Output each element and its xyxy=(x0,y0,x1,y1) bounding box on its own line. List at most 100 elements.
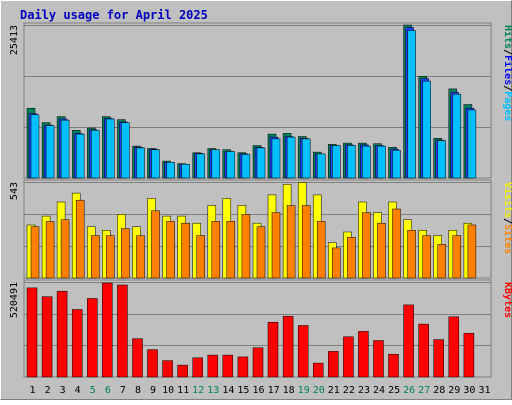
bar-middle-sites-day-5 xyxy=(91,235,100,279)
x-tick-label: 28 xyxy=(433,385,445,396)
bar-middle-sites-day-17 xyxy=(271,212,281,279)
bar-top-pages-day-27 xyxy=(422,80,431,179)
x-tick-label: 4 xyxy=(75,385,81,396)
bar-middle-sites-day-4 xyxy=(75,199,85,279)
x-tick-label: 22 xyxy=(343,385,355,396)
bar-middle-sites-day-27 xyxy=(422,235,431,279)
bar-top-pages-day-18 xyxy=(286,136,296,179)
bar-bottom-kbytes-day-4 xyxy=(71,309,83,378)
bar-middle-sites-day-21 xyxy=(332,247,341,279)
x-tick-label: 10 xyxy=(162,385,174,396)
bar-top-pages-day-30 xyxy=(467,109,477,179)
bar-middle-sites-day-14 xyxy=(226,221,236,279)
bar-top-pages-day-23 xyxy=(362,145,371,179)
bar-bottom-kbytes-day-6 xyxy=(102,282,113,378)
bar-bottom-kbytes-day-15 xyxy=(237,356,249,378)
bar-top-pages-day-13 xyxy=(211,149,221,179)
bar-bottom-kbytes-day-20 xyxy=(312,362,324,378)
x-tick-label: 23 xyxy=(358,385,370,396)
x-tick-label: 6 xyxy=(105,385,111,396)
panel-max-label: 520491 xyxy=(9,282,20,318)
x-tick-label: 1 xyxy=(29,385,35,396)
bar-middle-sites-day-15 xyxy=(241,214,251,279)
x-tick-label: 19 xyxy=(298,385,310,396)
bar-middle-sites-day-25 xyxy=(392,208,401,279)
bar-middle-sites-day-29 xyxy=(452,235,462,279)
bar-bottom-kbytes-day-5 xyxy=(87,298,98,378)
bar-bottom-kbytes-day-29 xyxy=(448,316,460,378)
bar-top-pages-day-21 xyxy=(332,145,341,179)
panel-max-label: 543 xyxy=(9,182,20,200)
x-tick-label: 30 xyxy=(463,385,475,396)
x-tick-label: 25 xyxy=(388,385,400,396)
bar-middle-sites-day-13 xyxy=(211,221,221,279)
bar-middle-sites-day-26 xyxy=(407,230,416,279)
x-tick-label: 24 xyxy=(373,385,385,396)
legend-item: / xyxy=(502,218,512,224)
legend-item: Files xyxy=(502,55,512,85)
bar-top-pages-day-10 xyxy=(166,162,175,179)
bar-middle-sites-day-22 xyxy=(347,237,356,279)
bar-bottom-kbytes-day-22 xyxy=(343,336,354,378)
bar-bottom-kbytes-day-19 xyxy=(297,325,309,378)
bar-top-pages-day-25 xyxy=(392,150,401,179)
bar-bottom-kbytes-day-24 xyxy=(373,340,384,378)
bar-top-pages-day-6 xyxy=(106,118,115,179)
x-tick-label: 20 xyxy=(313,385,325,396)
legend-item: / xyxy=(502,49,512,55)
bar-middle-sites-day-1 xyxy=(30,226,40,279)
x-tick-label: 7 xyxy=(120,385,126,396)
bar-top-pages-day-19 xyxy=(301,138,311,179)
bar-bottom-kbytes-day-30 xyxy=(463,332,475,378)
bar-top-pages-day-7 xyxy=(121,122,130,179)
panel-legend: Hits/Files/Pages xyxy=(502,25,512,121)
legend-item: Sites xyxy=(502,224,512,254)
x-axis-labels: 1 2 3 4 5 6 7 8 9 10 11 12 13 14 15 16 17 18 19 20 21 22 23 24 2… xyxy=(29,385,490,396)
x-tick-label: 18 xyxy=(283,385,295,396)
bar-top-pages-day-20 xyxy=(316,153,326,179)
bar-top-pages-day-22 xyxy=(347,145,356,179)
chart-title: Daily usage for April 2025 xyxy=(20,8,208,22)
bar-top-pages-day-29 xyxy=(452,94,462,179)
bar-middle-sites-day-2 xyxy=(45,221,55,279)
bar-top-pages-day-15 xyxy=(241,154,251,179)
x-tick-label: 12 xyxy=(192,385,204,396)
legend-item: / xyxy=(502,85,512,91)
x-tick-label: 8 xyxy=(135,385,141,396)
bar-middle-sites-day-3 xyxy=(60,219,70,279)
x-tick-label: 21 xyxy=(328,385,340,396)
panel-legend: Visits/Sites xyxy=(502,182,512,254)
bar-bottom-kbytes-day-28 xyxy=(433,339,444,378)
legend-item: Hits xyxy=(502,25,512,49)
bar-top-pages-day-4 xyxy=(75,133,85,179)
bar-bottom-kbytes-day-11 xyxy=(177,364,188,378)
bar-bottom-kbytes-day-8 xyxy=(132,338,143,378)
bar-bottom-kbytes-day-12 xyxy=(192,357,203,378)
bar-bottom-kbytes-day-7 xyxy=(117,284,128,378)
bar-top-pages-day-1 xyxy=(30,114,40,179)
bar-bottom-kbytes-day-10 xyxy=(162,360,173,378)
bar-bottom-kbytes-day-1 xyxy=(26,287,38,378)
bar-top-pages-day-12 xyxy=(196,153,205,179)
x-tick-label: 26 xyxy=(403,385,415,396)
bar-bottom-kbytes-day-23 xyxy=(358,331,369,378)
x-tick-label: 5 xyxy=(90,385,96,396)
bar-middle-sites-day-8 xyxy=(136,235,145,279)
bar-middle-sites-day-9 xyxy=(151,210,160,279)
bar-top-pages-day-16 xyxy=(256,147,266,179)
bar-bottom-kbytes-day-14 xyxy=(222,354,234,378)
bar-top-pages-day-5 xyxy=(91,130,100,179)
x-tick-label: 27 xyxy=(418,385,430,396)
bar-middle-sites-day-6 xyxy=(106,235,115,279)
bar-bottom-kbytes-day-18 xyxy=(282,315,294,378)
panel-middle: 543 Visits/Sites xyxy=(9,179,512,279)
x-tick-label: 14 xyxy=(222,385,234,396)
legend-item: Pages xyxy=(502,91,512,121)
bar-middle-sites-day-28 xyxy=(437,244,446,279)
bar-top-pages-day-14 xyxy=(226,151,236,179)
bar-middle-sites-day-23 xyxy=(362,212,371,279)
legend-item: KBytes xyxy=(502,282,512,318)
